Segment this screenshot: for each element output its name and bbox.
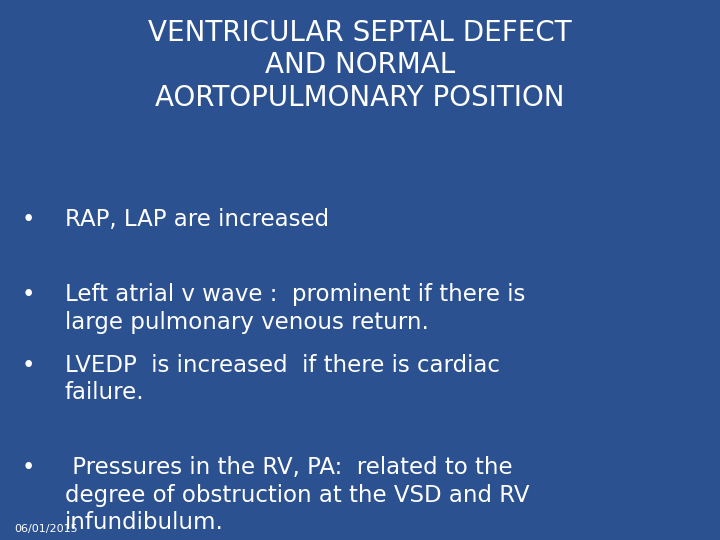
Text: 06/01/2015: 06/01/2015 — [14, 523, 78, 534]
Text: Left atrial v wave :  prominent if there is
large pulmonary venous return.: Left atrial v wave : prominent if there … — [65, 284, 525, 334]
Text: RAP, LAP are increased: RAP, LAP are increased — [65, 208, 329, 231]
Text: Pressures in the RV, PA:  related to the
degree of obstruction at the VSD and RV: Pressures in the RV, PA: related to the … — [65, 456, 529, 534]
Text: VENTRICULAR SEPTAL DEFECT
AND NORMAL
AORTOPULMONARY POSITION: VENTRICULAR SEPTAL DEFECT AND NORMAL AOR… — [148, 19, 572, 112]
Text: •: • — [22, 284, 35, 307]
Text: •: • — [22, 354, 35, 377]
Text: •: • — [22, 456, 35, 480]
Text: •: • — [22, 208, 35, 231]
Text: LVEDP  is increased  if there is cardiac
failure.: LVEDP is increased if there is cardiac f… — [65, 354, 500, 404]
